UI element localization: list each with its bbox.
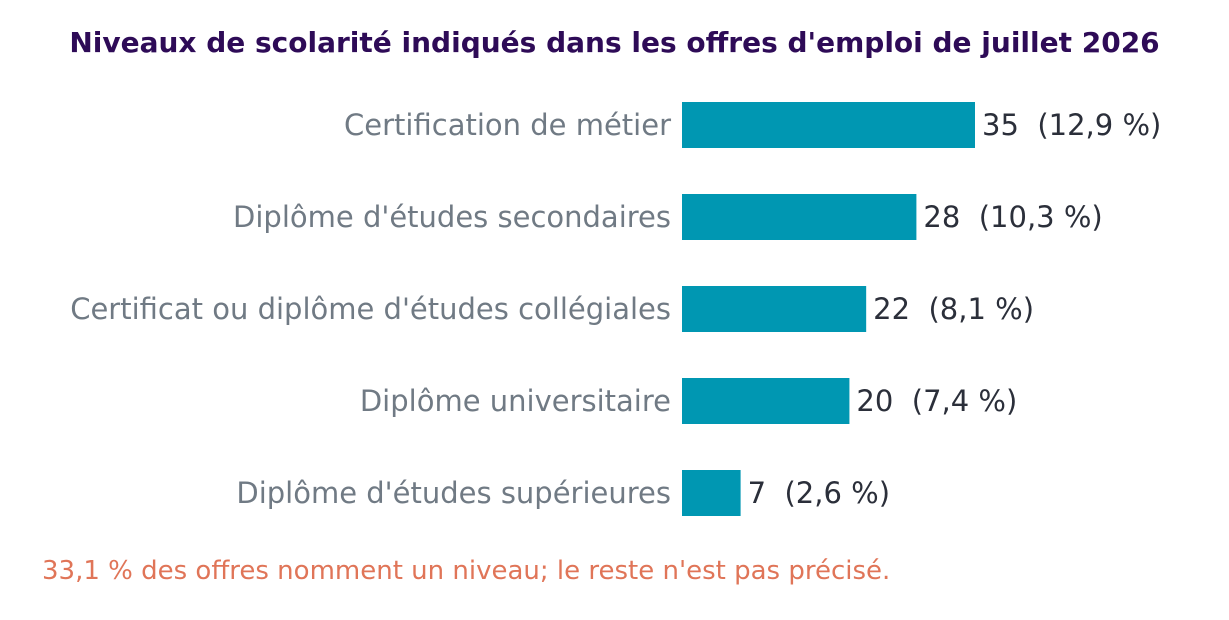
bar <box>682 194 917 240</box>
bar <box>682 286 867 332</box>
bar <box>682 470 741 516</box>
category-label: Diplôme d'études supérieures <box>236 476 671 510</box>
bar <box>682 102 975 148</box>
bars-group: Certification de métier 35 (12,9 %) Diplôm… <box>70 102 1161 516</box>
chart-note: 33,1 % des offres nomment un niveau; le … <box>42 556 891 586</box>
bar <box>682 378 850 424</box>
category-label: Diplôme universitaire <box>360 384 671 418</box>
category-label: Certification de métier <box>344 108 671 142</box>
value-label: 22 (8,1 %) <box>873 292 1034 326</box>
category-label: Diplôme d'études secondaires <box>233 200 671 234</box>
value-label: 20 (7,4 %) <box>856 384 1017 418</box>
value-label: 35 (12,9 %) <box>982 108 1161 142</box>
value-label: 28 (10,3 %) <box>923 200 1102 234</box>
chart-title: Niveaux de scolarité indiqués dans les o… <box>69 26 1160 59</box>
category-label: Certificat ou diplôme d'études collégial… <box>70 292 671 326</box>
value-label: 7 (2,6 %) <box>748 476 890 510</box>
